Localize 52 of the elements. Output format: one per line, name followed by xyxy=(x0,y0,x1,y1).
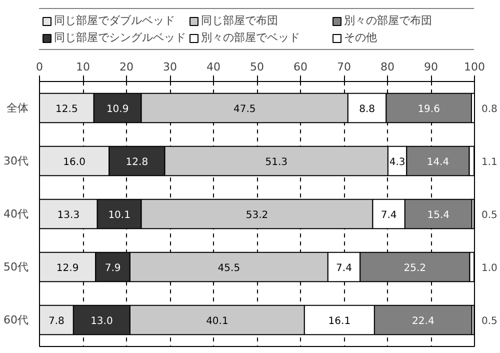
x-tick-label: 60 xyxy=(294,60,308,74)
data-label: 25.2 xyxy=(404,263,426,274)
data-label: 7.4 xyxy=(336,263,352,274)
data-label: 16.1 xyxy=(328,316,351,327)
data-label: 51.3 xyxy=(265,157,288,168)
data-label: 7.8 xyxy=(48,316,64,327)
legend-label: 別々の部屋でベッド xyxy=(201,30,301,45)
data-label: 16.0 xyxy=(63,157,86,168)
x-tick-label: 10 xyxy=(76,60,90,74)
data-label: 7.9 xyxy=(104,263,121,274)
data-label: 40.1 xyxy=(206,316,228,327)
data-label: 1.1 xyxy=(482,157,498,168)
data-label: 8.8 xyxy=(359,104,376,115)
legend-label: 同じ部屋で布団 xyxy=(201,13,279,28)
legend-label: その他 xyxy=(344,30,378,45)
x-tick-label: 0 xyxy=(36,60,43,74)
data-label: 15.4 xyxy=(427,210,450,221)
data-label: 12.9 xyxy=(56,263,79,274)
x-tick-label: 20 xyxy=(120,60,134,74)
data-label: 1.0 xyxy=(482,263,498,274)
legend-label: 別々の部屋で布団 xyxy=(344,13,433,28)
x-tick-label: 90 xyxy=(424,60,438,74)
data-label: 53.2 xyxy=(246,210,268,221)
x-tick-label: 100 xyxy=(464,60,485,74)
y-tick-label: 50代 xyxy=(4,260,29,274)
x-tick-label: 30 xyxy=(163,60,177,74)
data-label: 47.5 xyxy=(233,104,256,115)
x-tick-label: 70 xyxy=(337,60,351,74)
legend-label: 同じ部屋でシングルベッド xyxy=(54,30,186,45)
y-tick-label: 全体 xyxy=(6,102,28,114)
data-label: 19.6 xyxy=(418,104,440,115)
data-label: 12.8 xyxy=(126,157,148,168)
data-label: 7.4 xyxy=(380,210,397,221)
data-label: 13.3 xyxy=(57,210,80,221)
data-label: 4.3 xyxy=(389,157,406,168)
x-tick-label: 80 xyxy=(380,60,394,74)
data-label: 10.1 xyxy=(108,210,130,221)
y-tick-label: 30代 xyxy=(4,154,29,168)
y-tick-label: 40代 xyxy=(4,208,29,220)
data-label: 0.8 xyxy=(482,104,498,115)
data-label: 13.0 xyxy=(90,316,113,327)
y-tick-label: 60代 xyxy=(4,314,29,326)
data-label: 0.5 xyxy=(482,316,498,327)
x-tick-label: 40 xyxy=(206,60,220,74)
data-label: 45.5 xyxy=(218,263,240,274)
data-label: 10.9 xyxy=(106,104,129,115)
data-label: 22.4 xyxy=(412,316,434,327)
data-label: 12.5 xyxy=(56,104,78,115)
legend-label: 同じ部屋でダブルベッド xyxy=(54,13,176,28)
data-label: 0.5 xyxy=(482,210,498,221)
data-label: 14.4 xyxy=(426,157,450,168)
x-tick-label: 50 xyxy=(250,60,264,74)
